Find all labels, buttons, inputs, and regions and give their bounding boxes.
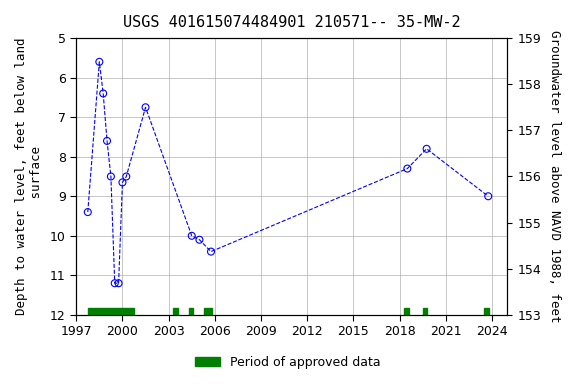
Point: [122, 174, 131, 180]
Y-axis label: Depth to water level, feet below land
 surface: Depth to water level, feet below land su…: [15, 38, 43, 315]
Point: [114, 280, 123, 286]
Point: [98, 90, 108, 96]
Y-axis label: Groundwater level above NAVD 1988, feet: Groundwater level above NAVD 1988, feet: [548, 30, 561, 323]
Point: [187, 233, 196, 239]
Point: [195, 237, 204, 243]
Point: [107, 174, 116, 180]
Bar: [404, 308, 409, 315]
Point: [206, 248, 215, 255]
Point: [110, 280, 119, 286]
Bar: [484, 308, 489, 315]
Point: [94, 59, 104, 65]
Point: [484, 193, 493, 199]
Point: [103, 138, 112, 144]
Bar: [204, 308, 212, 315]
Point: [83, 209, 92, 215]
Title: USGS 401615074484901 210571-- 35-MW-2: USGS 401615074484901 210571-- 35-MW-2: [123, 15, 461, 30]
Bar: [173, 308, 178, 315]
Point: [422, 146, 431, 152]
Legend: Period of approved data: Period of approved data: [190, 351, 386, 374]
Bar: [423, 308, 427, 315]
Point: [141, 104, 150, 110]
Bar: [88, 308, 134, 315]
Bar: [189, 308, 194, 315]
Point: [118, 179, 127, 185]
Point: [403, 166, 412, 172]
